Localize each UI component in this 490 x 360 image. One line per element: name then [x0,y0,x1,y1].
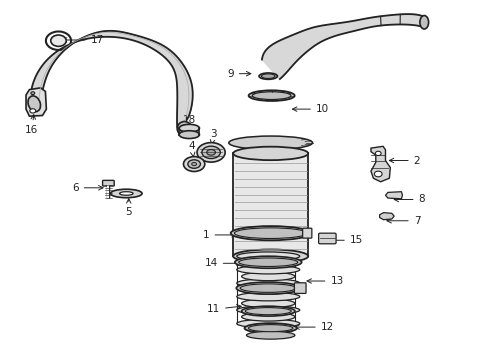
Polygon shape [262,14,424,79]
Text: 2: 2 [390,156,420,166]
FancyBboxPatch shape [318,233,336,244]
Text: 4: 4 [188,141,195,157]
Ellipse shape [239,258,298,266]
Polygon shape [380,213,394,220]
Ellipse shape [237,292,300,301]
Ellipse shape [262,74,275,78]
Ellipse shape [236,282,300,294]
Ellipse shape [51,35,66,46]
Text: 17: 17 [62,35,104,45]
Text: 9: 9 [227,69,251,79]
Polygon shape [30,31,193,127]
Ellipse shape [237,279,300,287]
Text: 16: 16 [25,115,39,135]
Ellipse shape [246,331,295,339]
Ellipse shape [245,323,297,333]
Ellipse shape [197,143,225,162]
Ellipse shape [242,285,295,294]
Ellipse shape [242,299,295,307]
Circle shape [375,151,381,156]
Circle shape [374,171,382,177]
FancyBboxPatch shape [233,153,308,256]
Text: 14: 14 [204,258,241,268]
Ellipse shape [234,228,307,238]
Ellipse shape [242,306,295,316]
Ellipse shape [120,192,133,195]
Ellipse shape [245,307,291,315]
Ellipse shape [237,265,300,274]
Ellipse shape [111,189,142,198]
Ellipse shape [248,325,293,332]
Ellipse shape [242,259,295,267]
Ellipse shape [192,162,196,166]
Ellipse shape [259,73,277,79]
Text: 3: 3 [210,129,217,145]
Ellipse shape [237,319,300,328]
Text: 15: 15 [326,235,363,245]
Text: 5: 5 [125,199,132,217]
Circle shape [31,92,35,95]
Text: 11: 11 [207,304,241,314]
Ellipse shape [242,312,295,321]
Text: 7: 7 [387,216,420,226]
Ellipse shape [46,31,71,50]
Polygon shape [371,146,391,182]
Text: 13: 13 [307,276,343,286]
FancyBboxPatch shape [294,283,306,293]
Ellipse shape [420,15,429,29]
Ellipse shape [183,157,205,171]
Ellipse shape [229,136,313,149]
Ellipse shape [179,124,199,132]
Text: 8: 8 [394,194,425,204]
Polygon shape [386,192,402,199]
Ellipse shape [242,272,295,281]
Ellipse shape [188,160,200,168]
Circle shape [30,109,36,113]
Ellipse shape [233,147,308,160]
Text: 6: 6 [72,183,103,193]
Polygon shape [26,88,47,116]
Ellipse shape [233,249,308,263]
Ellipse shape [237,306,300,314]
FancyBboxPatch shape [303,228,312,238]
Ellipse shape [177,122,192,136]
Text: 12: 12 [295,322,334,332]
Text: 10: 10 [293,104,329,114]
FancyBboxPatch shape [102,180,114,186]
Ellipse shape [202,146,220,158]
Text: 1: 1 [203,230,236,240]
Ellipse shape [207,149,216,155]
Ellipse shape [240,284,296,292]
Ellipse shape [248,90,294,101]
Text: 18: 18 [182,115,196,130]
Ellipse shape [252,92,291,100]
Ellipse shape [235,256,302,268]
Ellipse shape [237,252,300,260]
Ellipse shape [179,131,199,139]
Ellipse shape [28,96,41,112]
Ellipse shape [231,226,311,240]
